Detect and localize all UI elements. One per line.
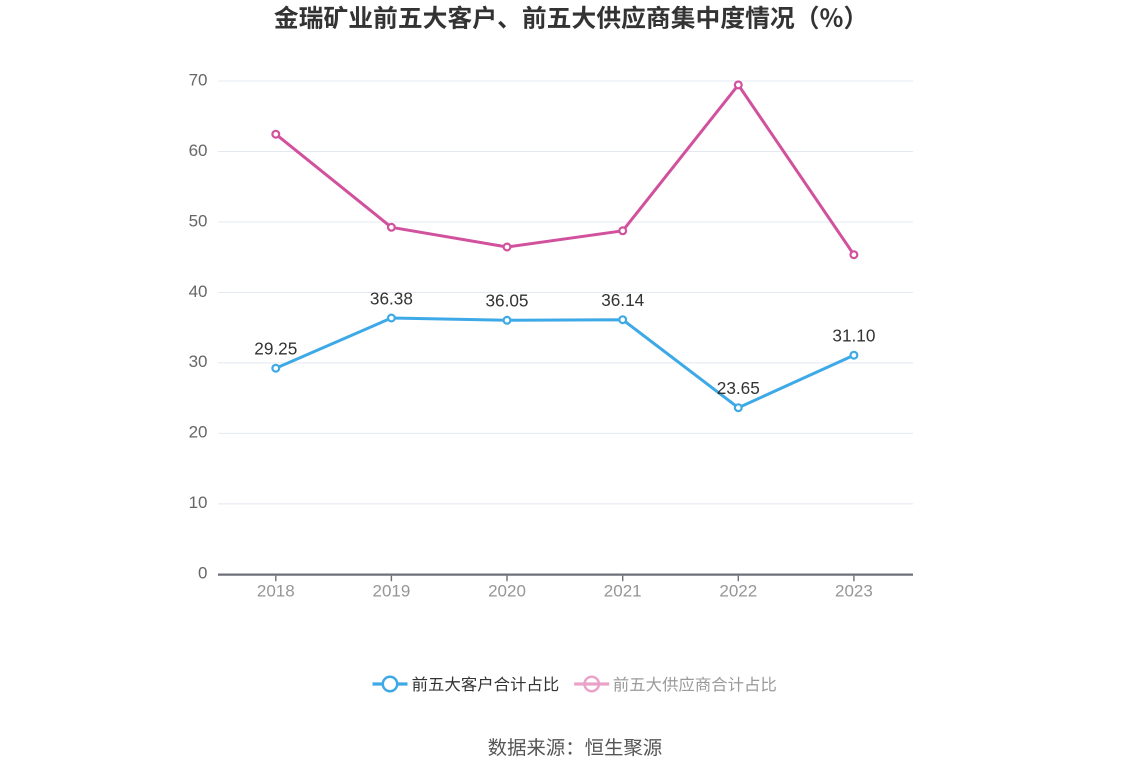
svg-text:60: 60 (189, 141, 208, 160)
svg-text:10: 10 (189, 493, 208, 512)
svg-text:40: 40 (189, 282, 208, 301)
svg-text:70: 70 (189, 70, 208, 89)
svg-text:0: 0 (198, 564, 207, 583)
svg-text:31.10: 31.10 (832, 326, 875, 346)
svg-text:36.14: 36.14 (601, 290, 644, 310)
svg-text:29.25: 29.25 (254, 339, 297, 359)
svg-text:2023: 2023 (835, 582, 873, 601)
svg-text:2022: 2022 (719, 582, 757, 601)
svg-text:2018: 2018 (257, 582, 295, 601)
svg-text:30: 30 (189, 352, 208, 371)
svg-text:23.65: 23.65 (717, 378, 760, 398)
svg-text:2021: 2021 (604, 582, 642, 601)
svg-text:2020: 2020 (488, 582, 526, 601)
svg-text:36.05: 36.05 (485, 291, 528, 311)
svg-text:50: 50 (189, 211, 208, 230)
svg-text:20: 20 (189, 423, 208, 442)
svg-text:2019: 2019 (372, 582, 410, 601)
svg-text:36.38: 36.38 (370, 288, 413, 308)
